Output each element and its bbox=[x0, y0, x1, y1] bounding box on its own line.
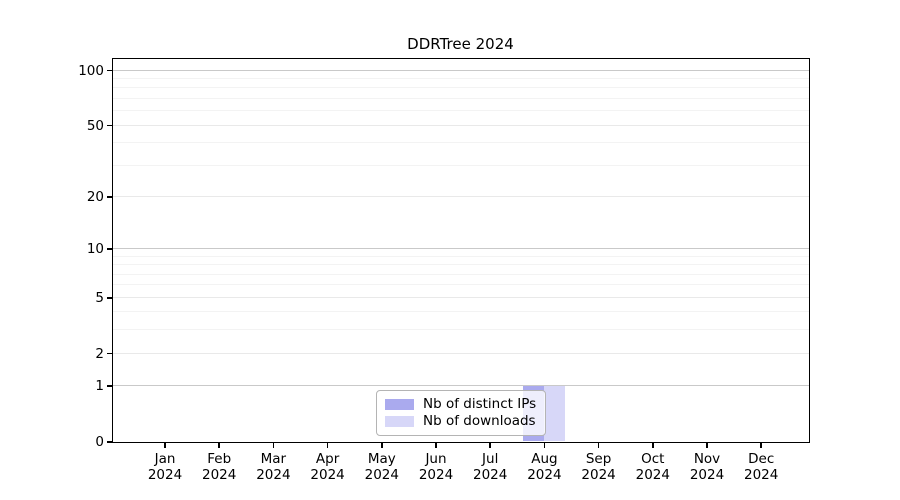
gridline-minor bbox=[113, 284, 809, 286]
gridline-power10 bbox=[113, 385, 809, 387]
gridline-minor bbox=[113, 255, 809, 257]
y-axis-tick-label: 0 bbox=[95, 434, 104, 450]
y-axis-tick bbox=[107, 69, 113, 72]
x-axis-tick-label: Jun 2024 bbox=[418, 450, 454, 484]
x-axis-tick-label: Aug 2024 bbox=[527, 450, 562, 484]
y-axis-tick-label: 1 bbox=[95, 378, 104, 395]
x-axis-tick-label: Jul 2024 bbox=[473, 450, 508, 484]
gridline-minor bbox=[113, 164, 809, 166]
x-axis-tick bbox=[435, 442, 437, 448]
x-axis-tick bbox=[489, 442, 491, 448]
legend-label-distinct-ips: Nb of distinct IPs bbox=[423, 396, 537, 412]
gridline-minor bbox=[113, 329, 809, 331]
x-axis-tick bbox=[218, 442, 220, 448]
y-axis-tick bbox=[107, 441, 113, 443]
y-axis-tick bbox=[107, 385, 113, 387]
y-axis-tick bbox=[107, 124, 113, 127]
gridline-minor bbox=[113, 110, 809, 112]
y-axis-tick bbox=[107, 352, 113, 355]
gridline-major bbox=[113, 124, 809, 126]
x-axis-tick-label: May 2024 bbox=[364, 450, 399, 484]
x-axis-tick-label: Apr 2024 bbox=[310, 450, 345, 484]
y-axis-tick bbox=[107, 297, 113, 299]
x-axis-tick-label: Nov 2024 bbox=[689, 450, 725, 484]
y-axis-tick-label: 100 bbox=[78, 62, 104, 79]
x-axis-tick bbox=[164, 442, 166, 448]
gridline-major bbox=[113, 296, 809, 298]
x-axis-tick-label: Sep 2024 bbox=[581, 450, 616, 484]
y-axis-tick bbox=[107, 248, 113, 250]
y-axis-tick-label: 50 bbox=[86, 117, 104, 134]
gridline-power10 bbox=[113, 69, 809, 71]
gridline-minor bbox=[113, 87, 809, 89]
x-axis-tick-label: Oct 2024 bbox=[635, 450, 670, 484]
legend: Nb of distinct IPs Nb of downloads bbox=[376, 390, 546, 436]
x-axis-tick bbox=[272, 442, 275, 448]
y-axis-tick-label: 10 bbox=[86, 240, 104, 257]
legend-item-distinct-ips: Nb of distinct IPs bbox=[385, 396, 537, 413]
x-axis-tick bbox=[543, 442, 546, 448]
x-axis-tick-label: Mar 2024 bbox=[256, 450, 291, 484]
x-axis-tick bbox=[706, 442, 708, 448]
legend-swatch-downloads bbox=[385, 416, 414, 427]
y-axis-tick-label: 20 bbox=[86, 188, 104, 205]
y-axis-tick bbox=[107, 196, 113, 198]
gridline-minor bbox=[113, 264, 809, 266]
x-axis-tick bbox=[597, 442, 600, 448]
gridline-major bbox=[113, 195, 809, 197]
legend-label-downloads: Nb of downloads bbox=[423, 413, 536, 429]
x-axis-tick bbox=[326, 442, 329, 448]
y-axis-tick-label: 5 bbox=[95, 289, 104, 306]
y-axis-tick-label: 2 bbox=[95, 345, 104, 362]
x-axis-tick bbox=[381, 442, 383, 448]
legend-item-downloads: Nb of downloads bbox=[385, 413, 537, 430]
legend-swatch-distinct-ips bbox=[385, 399, 414, 410]
x-axis-tick-label: Feb 2024 bbox=[202, 450, 237, 484]
plot-area: Nb of distinct IPs Nb of downloads bbox=[112, 58, 810, 443]
chart-title: DDRTree 2024 bbox=[407, 35, 514, 53]
x-axis-tick bbox=[652, 442, 654, 448]
gridline-minor bbox=[113, 273, 809, 275]
bar-downloads bbox=[543, 385, 565, 442]
gridline-minor bbox=[113, 77, 809, 79]
x-axis-tick-label: Dec 2024 bbox=[744, 450, 779, 484]
gridline-major bbox=[113, 352, 809, 354]
x-axis-tick bbox=[760, 442, 762, 448]
x-axis-tick-label: Jan 2024 bbox=[147, 450, 183, 484]
gridline-minor bbox=[113, 142, 809, 144]
gridline-minor bbox=[113, 97, 809, 99]
gridline-power10 bbox=[113, 247, 809, 249]
gridline-minor bbox=[113, 311, 809, 313]
